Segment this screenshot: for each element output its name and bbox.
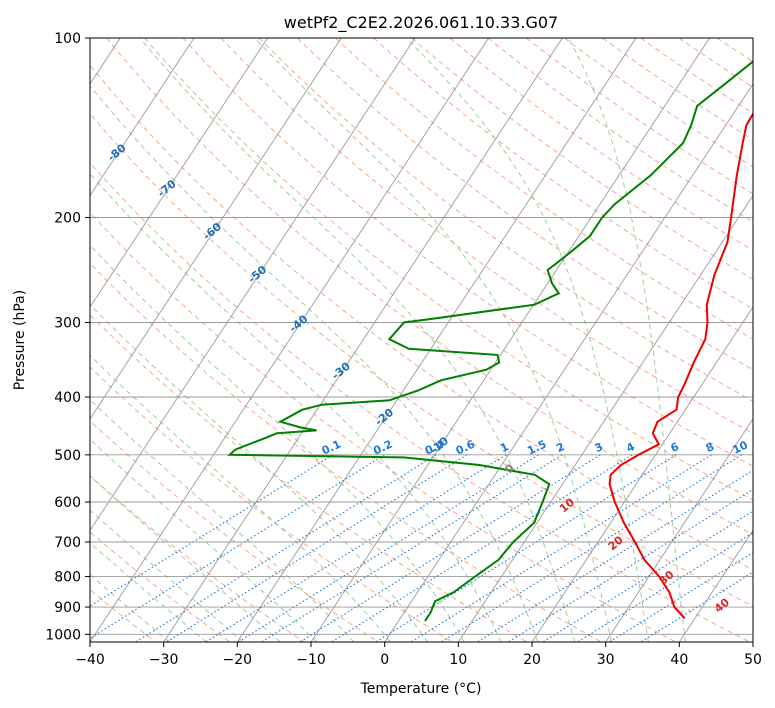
- mixing-ratio-line: [299, 454, 601, 642]
- background-grid: [90, 38, 753, 642]
- plot-frame: [89, 37, 754, 643]
- y-tick-label: 800: [54, 570, 81, 586]
- x-tick-label: 20: [523, 652, 541, 668]
- x-tick-label: 0: [380, 652, 389, 668]
- dry-adiabat-line: [90, 64, 753, 571]
- isotherm-line: [90, 38, 268, 308]
- x-tick-label: 40: [670, 652, 688, 668]
- dry-adiabat-line: [90, 474, 305, 642]
- x-tick-label: 50: [744, 652, 762, 668]
- isotherm-line: [236, 38, 637, 642]
- moist-adiabat-line: [90, 173, 502, 642]
- mixing-ratio-line: [166, 454, 468, 642]
- y-tick-label: 300: [54, 316, 81, 332]
- mixing-ratio-line: [237, 454, 539, 642]
- mixing-ratio-line: [410, 454, 712, 642]
- mixing-ratio-line: [441, 454, 742, 642]
- dry-adiabat-line: [144, 38, 753, 501]
- mixing-ratio-line: [261, 454, 563, 642]
- y-axis-label: Pressure (hPa): [12, 290, 28, 390]
- moist-adiabat-line: [139, 38, 576, 642]
- dry-adiabat-line: [220, 38, 753, 434]
- mixing-ratio-line: [331, 454, 633, 642]
- x-tick-label: −20: [223, 652, 253, 668]
- mixing-ratio-line: [577, 532, 753, 642]
- moist-adiabat-line: [567, 38, 686, 642]
- dry-adiabat-line: [182, 38, 753, 467]
- dry-adiabat-line: [297, 38, 753, 371]
- axis-ticks: −40 −30 −20 −10 0 10 20 30 40 50 100 200 300 400 500 60…: [45, 31, 762, 668]
- sounding-curves: [227, 59, 753, 622]
- x-tick-label: 30: [597, 652, 615, 668]
- isotherm-line: [90, 38, 489, 642]
- y-tick-label: 100: [54, 31, 81, 47]
- mixing-ratio-line: [90, 454, 334, 607]
- mixing-ratio-line: [477, 469, 753, 642]
- dewpoint-profile-line: [227, 59, 753, 622]
- y-tick-label: 700: [54, 535, 81, 551]
- chart-title: wetPf2_C2E2.2026.061.10.33.G07: [284, 13, 558, 33]
- mixing-ratio-line: [508, 488, 753, 642]
- mixing-ratio-line: [375, 454, 677, 642]
- mixing-ratio-line: [205, 454, 507, 642]
- dry-adiabat-line: [90, 420, 379, 642]
- dry-adiabat-line: [90, 531, 230, 642]
- moist-adiabat-line: [405, 38, 649, 642]
- moist-adiabat-line: [90, 85, 539, 642]
- isotherm-line: [457, 194, 753, 642]
- mixing-ratio-line: [135, 454, 437, 642]
- x-tick-label: −10: [296, 652, 326, 668]
- x-tick-label: −30: [149, 652, 179, 668]
- isotherm-line: [384, 83, 753, 642]
- isotherm-line: [90, 38, 342, 420]
- mixing-ratio-label: 10: [731, 438, 751, 456]
- y-tick-label: 500: [54, 448, 81, 464]
- temperature-profile-line: [608, 111, 753, 619]
- y-tick-label: 200: [54, 211, 81, 227]
- dry-adiabat-line: [90, 112, 753, 607]
- dry-adiabat-line: [335, 38, 753, 340]
- dry-adiabat-line: [90, 162, 751, 642]
- x-tick-label: −40: [75, 652, 105, 668]
- dry-adiabat-line: [449, 38, 753, 251]
- dry-adiabat-line: [90, 211, 676, 642]
- isotherm-line: [163, 38, 563, 642]
- mixing-ratio-line: [542, 510, 753, 642]
- y-tick-label: 900: [54, 600, 81, 616]
- dry-adiabat-line: [106, 38, 753, 536]
- moist-adiabat-line: [90, 303, 428, 642]
- dry-adiabat-line: [525, 38, 753, 195]
- y-tick-label: 400: [54, 390, 81, 406]
- mixing-ratio-line: [90, 454, 385, 639]
- isotherm-line: [90, 38, 195, 197]
- dry-adiabat-line: [564, 38, 753, 168]
- x-tick-label: 10: [449, 652, 467, 668]
- dry-adiabat-line: [90, 366, 453, 642]
- isotherm-line: [90, 38, 416, 532]
- dry-adiabat-line: [258, 38, 753, 402]
- y-tick-label: 600: [54, 495, 81, 511]
- moist-adiabat-line: [90, 475, 281, 642]
- isotherm-line: [531, 306, 753, 642]
- x-axis-label: Temperature (°C): [360, 681, 482, 697]
- moist-adiabat-line: [90, 244, 465, 642]
- isotherm-line: [605, 417, 753, 642]
- isotherm-line: [310, 38, 710, 642]
- y-tick-label: 1000: [45, 627, 81, 643]
- isotherm-line: [678, 529, 753, 642]
